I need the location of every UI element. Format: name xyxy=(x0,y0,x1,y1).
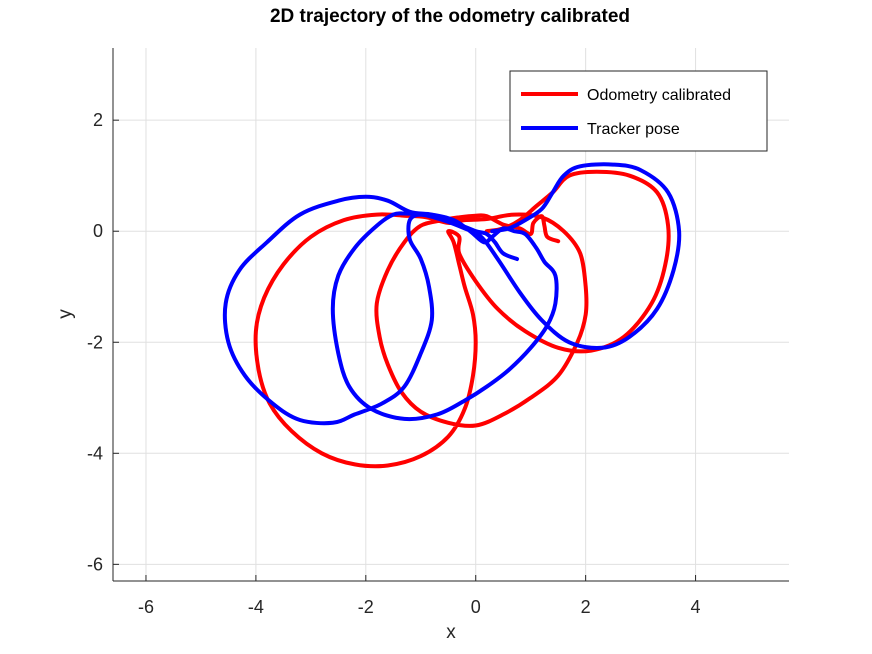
x-tick-label: 0 xyxy=(471,597,481,617)
x-tick-label: 4 xyxy=(691,597,701,617)
x-axis-label: x xyxy=(446,622,456,643)
y-tick-label: -4 xyxy=(87,443,103,463)
y-tick-label: 0 xyxy=(93,221,103,241)
legend-label-odometry: Odometry calibrated xyxy=(587,87,731,104)
chart-title: 2D trajectory of the odometry calibrated xyxy=(270,6,630,27)
y-tick-label: -2 xyxy=(87,332,103,352)
x-tick-label: -4 xyxy=(248,597,264,617)
x-tick-label: 2 xyxy=(581,597,591,617)
y-tick-label: -6 xyxy=(87,554,103,574)
legend: Odometry calibrated Tracker pose xyxy=(509,70,768,152)
x-tick-label: -2 xyxy=(358,597,374,617)
axes xyxy=(112,48,789,582)
y-axis-label: y xyxy=(55,309,76,319)
legend-box xyxy=(509,70,768,152)
x-tick-label: -6 xyxy=(138,597,154,617)
legend-label-tracker: Tracker pose xyxy=(587,121,680,138)
tick-labels: -6 -4 -2 0 2 4 -6 -4 -2 0 2 xyxy=(87,110,701,617)
plot-series xyxy=(222,162,682,469)
tracker-pose-line xyxy=(222,162,682,426)
odometry-calibrated-line xyxy=(253,169,671,469)
y-tick-label: 2 xyxy=(93,110,103,130)
